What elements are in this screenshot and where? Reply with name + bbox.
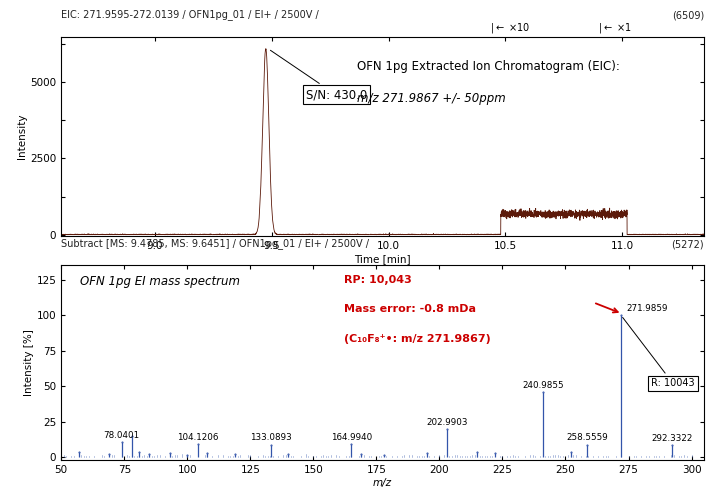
Text: OFN 1pg Extracted Ion Chromatogram (EIC):: OFN 1pg Extracted Ion Chromatogram (EIC)… (357, 60, 620, 74)
Y-axis label: Intensity: Intensity (17, 113, 27, 159)
X-axis label: m/z: m/z (373, 478, 392, 487)
Text: 258.5559: 258.5559 (567, 433, 608, 443)
Text: R: 10043: R: 10043 (623, 318, 695, 389)
Text: |$\leftarrow$ ×10: |$\leftarrow$ ×10 (490, 20, 530, 35)
Text: 164.9940: 164.9940 (330, 433, 372, 442)
Y-axis label: Intensity [%]: Intensity [%] (24, 329, 34, 396)
Text: 202.9903: 202.9903 (426, 418, 468, 427)
Text: S/N: 430.0: S/N: 430.0 (271, 50, 366, 101)
Text: EIC: 271.9595-272.0139 / OFN1pg_01 / EI+ / 2500V /: EIC: 271.9595-272.0139 / OFN1pg_01 / EI+… (61, 10, 319, 20)
Text: 104.1206: 104.1206 (177, 433, 218, 442)
Text: 240.9855: 240.9855 (522, 381, 564, 390)
Text: (6509): (6509) (672, 10, 704, 20)
Text: Mass error: -0.8 mDa: Mass error: -0.8 mDa (344, 304, 476, 315)
Text: m/z 271.9867 +/- 50ppm: m/z 271.9867 +/- 50ppm (357, 93, 505, 105)
Text: 292.3322: 292.3322 (652, 434, 693, 443)
Text: (5272): (5272) (672, 239, 704, 249)
Text: Subtract [MS: 9.4785, MS: 9.6451] / OFN1pg_01 / EI+ / 2500V /: Subtract [MS: 9.4785, MS: 9.6451] / OFN1… (61, 239, 369, 249)
Text: 78.0401: 78.0401 (104, 431, 140, 440)
Text: 133.0893: 133.0893 (250, 433, 292, 443)
X-axis label: Time [min]: Time [min] (354, 254, 411, 264)
Text: |$\leftarrow$ ×1: |$\leftarrow$ ×1 (598, 20, 632, 35)
Text: (C₁₀F₈⁺•: m/z 271.9867): (C₁₀F₈⁺•: m/z 271.9867) (344, 334, 491, 344)
Text: OFN 1pg EI mass spectrum: OFN 1pg EI mass spectrum (81, 275, 240, 288)
Text: 271.9859: 271.9859 (626, 304, 667, 313)
Text: RP: 10,043: RP: 10,043 (344, 275, 412, 285)
